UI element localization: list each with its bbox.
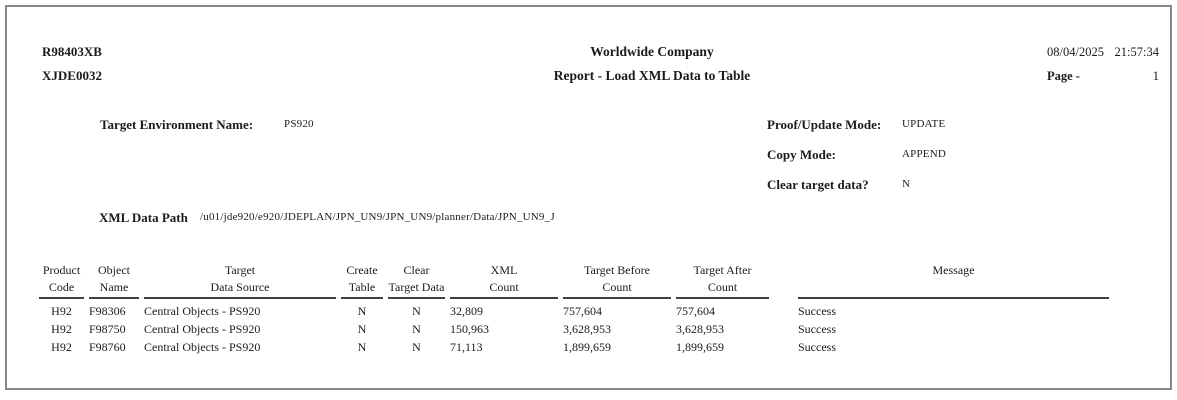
company-name: Worldwide Company — [590, 44, 714, 59]
proof-update-mode-value: UPDATE — [902, 118, 946, 130]
col-header-target-before-count: Target Before Count — [563, 262, 671, 299]
col-header-target-data-source: Target Data Source — [144, 262, 336, 299]
copy-mode-value: APPEND — [902, 148, 946, 160]
report-ids: R98403XB XJDE0032 — [42, 40, 102, 88]
cell-object-name: F98750 — [89, 322, 126, 336]
target-environment-label: Target Environment Name: — [100, 117, 254, 132]
cell-target-after-count: 757,604 — [676, 304, 715, 318]
cell-create-table: N — [357, 322, 367, 336]
cell-product-code: H92 — [51, 340, 72, 354]
spacer-cell — [774, 320, 793, 338]
col-header-xml-count: XML Count — [450, 262, 558, 299]
cell-clear-target-data: N — [412, 340, 421, 354]
cell-target-data-source: Central Objects - PS920 — [144, 322, 261, 336]
report-time: 21:57:34 — [1114, 45, 1159, 59]
cell-clear-target-data: N — [412, 304, 421, 318]
results-table-container: Product Code Object Name Target Data Sou… — [34, 262, 1114, 356]
col-header-clear-target-data: Clear Target Data — [388, 262, 445, 299]
report-version-id: XJDE0032 — [42, 68, 102, 83]
table-header-row: Product Code Object Name Target Data Sou… — [39, 262, 1109, 299]
cell-product-code: H92 — [51, 304, 72, 318]
copy-mode-label: Copy Mode: — [767, 147, 836, 162]
cell-create-table: N — [357, 340, 367, 354]
col-header-product-code: Product Code — [39, 262, 84, 299]
report-datetime-page: 08/04/2025 21:57:34 Page - 1 — [1047, 40, 1159, 88]
cell-message: Success — [798, 322, 836, 336]
page-label: Page - — [1047, 69, 1080, 83]
col-header-create-table: Create Table — [341, 262, 383, 299]
cell-message: Success — [798, 340, 836, 354]
cell-object-name: F98306 — [89, 304, 126, 318]
cell-target-before-count: 3,628,953 — [563, 322, 611, 336]
cell-target-data-source: Central Objects - PS920 — [144, 304, 261, 318]
table-row: H92 F98750 Central Objects - PS920 N N 1… — [39, 320, 1109, 338]
cell-target-after-count: 3,628,953 — [676, 322, 724, 336]
proof-update-mode-label: Proof/Update Mode: — [767, 117, 882, 132]
table-row: H92 F98306 Central Objects - PS920 N N 3… — [39, 299, 1109, 320]
xml-data-path-value: /u01/jde920/e920/JDEPLAN/JPN_UN9/JPN_UN9… — [200, 211, 555, 223]
cell-object-name: F98760 — [89, 340, 126, 354]
cell-xml-count: 32,809 — [450, 304, 483, 318]
cell-create-table: N — [357, 304, 367, 318]
cell-target-before-count: 757,604 — [563, 304, 602, 318]
spacer-cell — [774, 299, 793, 320]
cell-target-after-count: 1,899,659 — [676, 340, 724, 354]
col-header-message: Message — [798, 262, 1109, 299]
cell-message: Success — [798, 304, 836, 318]
report-id: R98403XB — [42, 44, 102, 59]
cell-target-data-source: Central Objects - PS920 — [144, 340, 261, 354]
clear-target-data-label: Clear target data? — [767, 177, 869, 192]
report-date: 08/04/2025 — [1047, 45, 1104, 59]
column-spacer — [774, 262, 793, 299]
spacer-cell — [774, 338, 793, 356]
cell-product-code: H92 — [51, 322, 72, 336]
page-number: 1 — [1152, 69, 1159, 83]
cell-xml-count: 150,963 — [450, 322, 489, 336]
clear-target-data-value: N — [902, 178, 911, 190]
cell-xml-count: 71,113 — [450, 340, 483, 354]
results-table: Product Code Object Name Target Data Sou… — [34, 262, 1114, 356]
cell-clear-target-data: N — [412, 322, 421, 336]
target-environment-value: PS920 — [284, 118, 314, 130]
report-title: Report - Load XML Data to Table — [553, 68, 751, 83]
table-row: H92 F98760 Central Objects - PS920 N N 7… — [39, 338, 1109, 356]
report-heading: Worldwide Company Report - Load XML Data… — [437, 40, 867, 88]
xml-data-path-label: XML Data Path — [99, 210, 188, 225]
report-page: R98403XB XJDE0032 Worldwide Company Repo… — [5, 5, 1172, 390]
col-header-object-name: Object Name — [89, 262, 139, 299]
col-header-target-after-count: Target After Count — [676, 262, 769, 299]
cell-target-before-count: 1,899,659 — [563, 340, 611, 354]
